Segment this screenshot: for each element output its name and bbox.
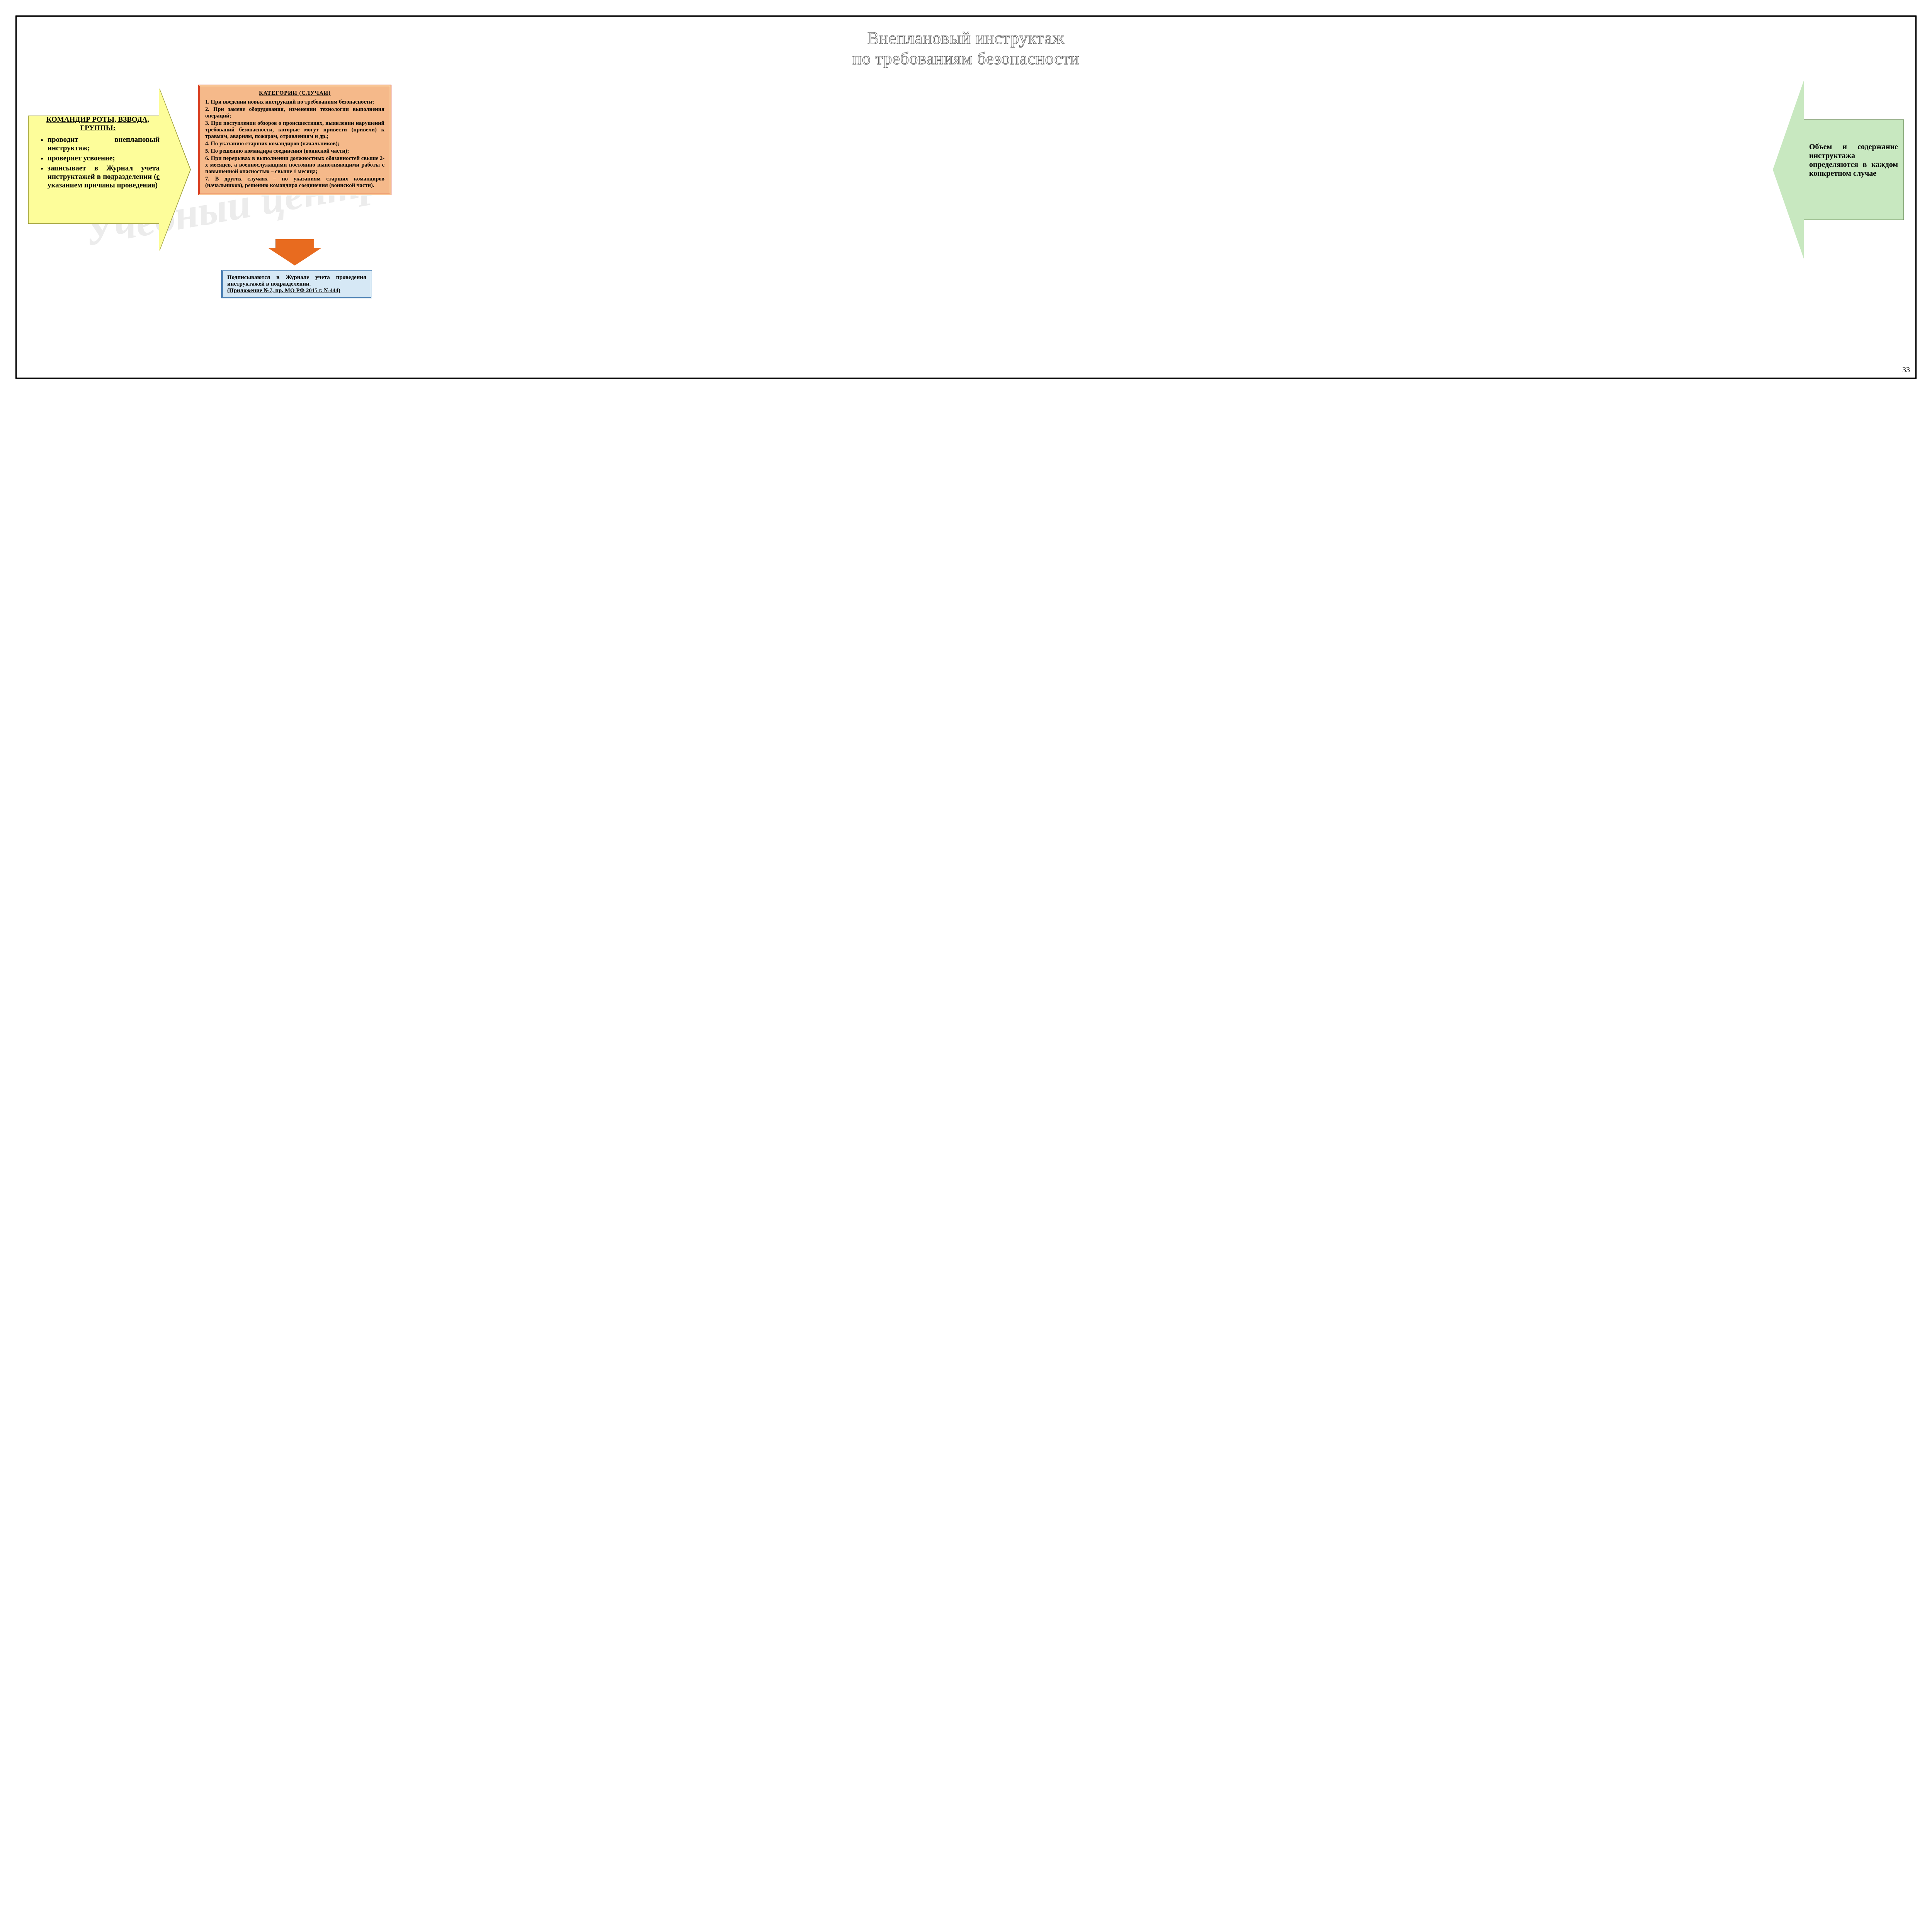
center-item-2: 2. При замене оборудования, изменении те…: [205, 106, 384, 119]
down-arrow-stem: [276, 239, 314, 248]
center-item-3: 3. При поступлении обзоров о происшестви…: [205, 120, 384, 140]
left-bullet-1: проводит внеплановый инструктаж;: [48, 136, 160, 153]
down-arrow-icon: [276, 239, 322, 265]
content-area: Учебный центр КОМАНДИР РОТЫ, ВЗВОДА, ГРУ…: [28, 81, 1904, 344]
left-bullet-list: проводит внеплановый инструктаж; проверя…: [36, 136, 160, 190]
bottom-line-1: Подписываются в Журнале учета проведения…: [227, 274, 366, 287]
slide-frame: Внеплановый инструктаж по требованиям бе…: [15, 15, 1917, 379]
left-heading: КОМАНДИР РОТЫ, ВЗВОДА, ГРУППЫ:: [36, 116, 160, 133]
center-item-4: 4. По указанию старших командиров (начал…: [205, 141, 384, 147]
center-item-1: 1. При введении новых инструкций по треб…: [205, 99, 384, 106]
slide-title: Внеплановый инструктаж по требованиям бе…: [28, 28, 1904, 69]
right-arrow-head: [1773, 81, 1804, 259]
center-item-7: 7. В других случаях – по указаниям старш…: [205, 176, 384, 189]
center-item-6: 6. При перерывах в выполнении должностны…: [205, 155, 384, 175]
left-text-block: КОМАНДИР РОТЫ, ВЗВОДА, ГРУППЫ: проводит …: [36, 116, 160, 191]
bottom-line-2: (Приложение №7, пр. МО РФ 2015 г. №444): [227, 288, 340, 294]
title-line-1: Внеплановый инструктаж: [867, 29, 1065, 48]
left-bullet-3-main: записывает в Журнал учета инструктажей в…: [48, 164, 160, 181]
center-title: КАТЕГОРИИ (СЛУЧАИ): [205, 90, 384, 97]
center-item-5: 5. По решению командира соединения (воин…: [205, 148, 384, 155]
down-arrow-head: [268, 248, 322, 265]
left-bullet-2: проверяет усвоение;: [48, 154, 160, 163]
title-line-2: по требованиям безопасности: [852, 49, 1080, 68]
right-text-block: Объем и содержание инструктажа определяю…: [1809, 143, 1898, 178]
left-bullet-3: записывает в Журнал учета инструктажей в…: [48, 164, 160, 190]
left-arrow-head: [159, 88, 190, 251]
center-categories-box: КАТЕГОРИИ (СЛУЧАИ) 1. При введении новых…: [198, 85, 391, 195]
page-number: 33: [1902, 366, 1910, 374]
bottom-reference-box: Подписываются в Журнале учета проведения…: [221, 270, 372, 298]
